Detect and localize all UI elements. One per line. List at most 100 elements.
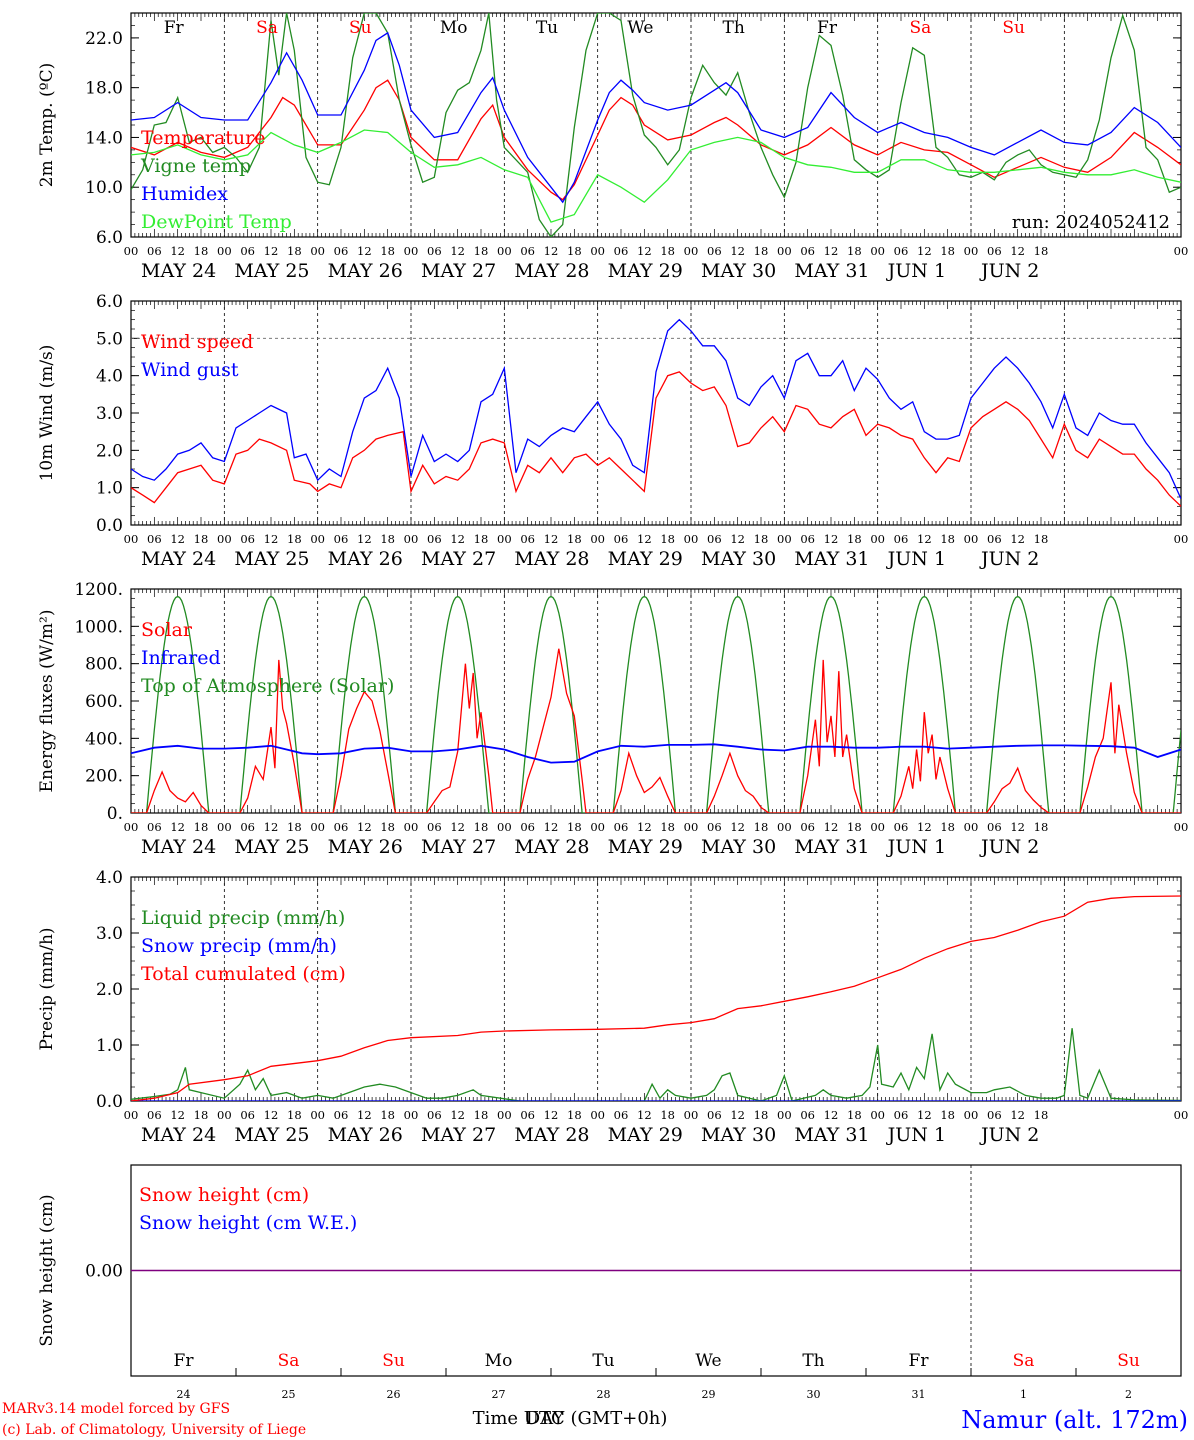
energy-hour-label: 12 (450, 820, 465, 834)
temp-y-tick-label: 22.0 (85, 29, 123, 49)
temp-series-blue (131, 31, 1181, 204)
energy-date-label: MAY 28 (514, 836, 589, 858)
weekday-label: Sa (256, 18, 278, 38)
wind-hour-label: 18 (567, 532, 582, 546)
temp-hour-label: 06 (334, 244, 349, 258)
precip-y-axis-label: Precip (mm/h) (37, 927, 57, 1050)
energy-hour-label: 18 (1034, 820, 1049, 834)
wind-hour-label: 12 (264, 532, 279, 546)
energy-hour-label: 00 (404, 820, 419, 834)
precip-hour-label: 12 (170, 1108, 185, 1122)
snow-weekday-label: Fr (909, 1351, 930, 1371)
energy-hour-label: 00 (590, 820, 605, 834)
wind-hour-label: 18 (754, 532, 769, 546)
energy-series-blue (131, 743, 1181, 764)
precip-date-label: JUN 1 (886, 1124, 946, 1146)
temp-hour-label: 06 (520, 244, 535, 258)
wind-legend-speed: Wind speed (141, 331, 253, 353)
wind-hour-label: 12 (917, 532, 932, 546)
precip-y-tick-label: 2.0 (96, 980, 123, 1000)
wind-date-label: MAY 29 (608, 548, 683, 570)
wind-hour-label: 12 (450, 532, 465, 546)
snow-day-number: 26 (387, 1388, 401, 1401)
energy-hour-label: 00 (124, 820, 139, 834)
footer-time-label: Time UTC (GMT+0h) (473, 1408, 668, 1429)
snow-day-number: 25 (282, 1388, 296, 1401)
wind-y-axis-label: 10m Wind (m/s) (37, 345, 57, 482)
energy-y-tick-label: 800. (85, 655, 123, 675)
precip-hour-label: 18 (287, 1108, 302, 1122)
snow-day-number: 27 (492, 1388, 506, 1401)
temp-date-label: MAY 26 (328, 260, 403, 282)
precip-date-label: MAY 31 (794, 1124, 869, 1146)
temp-series-red (131, 79, 1181, 201)
snow-weekday-label: Mo (485, 1351, 513, 1371)
energy-date-label: MAY 25 (234, 836, 309, 858)
snow-y-tick-label: 0.00 (85, 1262, 123, 1282)
wind-date-label: MAY 30 (701, 548, 776, 570)
energy-date-label: JUN 2 (979, 836, 1039, 858)
temp-hour-label: 18 (660, 244, 675, 258)
precip-hour-label: 18 (940, 1108, 955, 1122)
energy-hour-label: 12 (357, 820, 372, 834)
precip-hour-label: 12 (450, 1108, 465, 1122)
precip-hour-label: 18 (1034, 1108, 1049, 1122)
temp-date-label: MAY 31 (794, 260, 869, 282)
footer-time-overlay: DAY (526, 1408, 566, 1429)
precip-hour-label: 12 (730, 1108, 745, 1122)
temp-date-label: MAY 28 (514, 260, 589, 282)
wind-hour-label: 12 (824, 532, 839, 546)
energy-hour-label: 06 (894, 820, 909, 834)
temp-hour-label: 00 (870, 244, 885, 258)
precip-y-tick-label: 3.0 (96, 924, 123, 944)
wind-date-label: MAY 28 (514, 548, 589, 570)
energy-hour-label: 18 (940, 820, 955, 834)
temp-date-label: MAY 30 (701, 260, 776, 282)
temp-hour-label: 18 (567, 244, 582, 258)
precip-date-label: MAY 30 (701, 1124, 776, 1146)
temp-date-label: MAY 29 (608, 260, 683, 282)
energy-legend-solar: Solar (141, 619, 193, 641)
temp-legend-3: DewPoint Temp (141, 211, 292, 233)
temp-date-label: MAY 25 (234, 260, 309, 282)
temp-hour-label: 00 (310, 244, 325, 258)
energy-hour-label: 06 (240, 820, 255, 834)
precip-date-label: JUN 2 (979, 1124, 1039, 1146)
precip-hour-label: 18 (474, 1108, 489, 1122)
snow-day-number: 28 (597, 1388, 611, 1401)
precip-hour-label: 18 (194, 1108, 209, 1122)
energy-hour-label: 18 (194, 820, 209, 834)
energy-hour-label: 12 (730, 820, 745, 834)
precip-hour-label: 06 (427, 1108, 442, 1122)
temp-date-label: JUN 1 (886, 260, 946, 282)
temp-y-axis-label: 2m Temp. (ºC) (37, 63, 57, 188)
wind-date-label: MAY 27 (421, 548, 496, 570)
energy-y-tick-label: 1200. (74, 580, 123, 600)
wind-hour-label: 00 (870, 532, 885, 546)
precip-hour-label: 06 (520, 1108, 535, 1122)
precip-hour-label: 18 (567, 1108, 582, 1122)
temp-hour-label: 12 (544, 244, 559, 258)
wind-hour-label: 06 (894, 532, 909, 546)
footer-model: MARv3.14 model forced by GFS (2, 1401, 230, 1417)
wind-y-tick-label: 2.0 (96, 441, 123, 461)
wind-hour-label: 00 (964, 532, 979, 546)
snow-weekday-label: We (695, 1351, 721, 1371)
wind-hour-label: 06 (427, 532, 442, 546)
temp-hour-label: 00 (497, 244, 512, 258)
wind-hour-label: 18 (847, 532, 862, 546)
temp-hour-label: 06 (240, 244, 255, 258)
wind-hour-label: 06 (147, 532, 162, 546)
precip-hour-label: 00 (590, 1108, 605, 1122)
wind-y-tick-label: 0.0 (96, 516, 123, 536)
precip-hour-label: 06 (334, 1108, 349, 1122)
wind-hour-label: 00 (1174, 532, 1189, 546)
energy-hour-label: 12 (637, 820, 652, 834)
wind-hour-label: 06 (800, 532, 815, 546)
snow-legend-we: Snow height (cm W.E.) (139, 1212, 357, 1234)
wind-hour-label: 12 (1010, 532, 1025, 546)
precip-plot-area (131, 895, 1181, 1101)
energy-y-tick-label: 600. (85, 692, 123, 712)
